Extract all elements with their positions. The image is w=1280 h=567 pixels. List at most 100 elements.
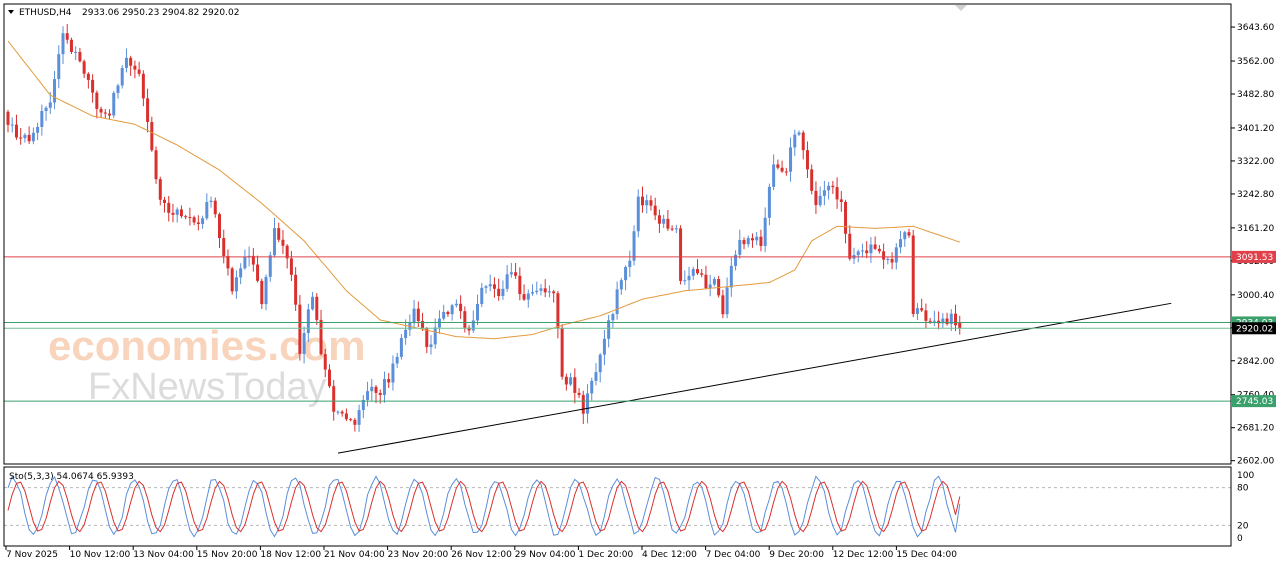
stochastic-tick-label: 80 — [1237, 484, 1249, 494]
candle — [695, 259, 699, 275]
candle — [40, 104, 44, 136]
svg-text:3091.53: 3091.53 — [1236, 253, 1273, 263]
candle — [213, 197, 217, 218]
candle — [332, 379, 336, 421]
candle — [784, 167, 788, 176]
candle — [742, 237, 746, 250]
candle — [734, 250, 738, 271]
candle — [264, 274, 268, 311]
candle — [704, 265, 708, 290]
candle — [882, 243, 886, 269]
candle — [810, 164, 814, 195]
candle — [340, 410, 344, 417]
candle — [399, 334, 403, 360]
candle — [239, 263, 243, 285]
candle — [915, 303, 919, 321]
candle — [920, 298, 924, 313]
candle — [657, 209, 661, 233]
candle — [518, 267, 522, 301]
candle — [805, 141, 809, 178]
candle — [827, 181, 831, 200]
price-tick-label: 3161.20 — [1237, 224, 1274, 234]
time-tick-label: 21 Nov 04:00 — [324, 550, 385, 560]
candle — [175, 207, 179, 223]
time-tick-label: 26 Nov 12:00 — [451, 550, 512, 560]
time-axis[interactable]: 7 Nov 2025 10 Nov 12:00 13 Nov 04:00 15 Nov… — [5, 546, 957, 560]
candle — [543, 279, 547, 298]
price-tick-label: 3643.60 — [1237, 23, 1274, 33]
candle — [61, 26, 65, 65]
time-tick-label: 9 Dec 20:00 — [769, 550, 824, 560]
candle — [82, 59, 86, 79]
stochastic-tick-label: 100 — [1237, 471, 1254, 481]
candle — [717, 275, 721, 298]
candle — [894, 243, 898, 270]
scroll-marker-icon[interactable] — [955, 5, 967, 11]
candle — [708, 274, 712, 297]
main-pane-frame — [3, 3, 1232, 465]
svg-text:2920.02: 2920.02 — [1236, 324, 1273, 334]
candle — [48, 92, 52, 114]
candle — [746, 235, 750, 248]
candle — [10, 117, 14, 133]
candle — [327, 364, 331, 389]
candle — [789, 137, 793, 182]
candle — [429, 335, 433, 355]
candle — [632, 225, 636, 266]
candle — [150, 116, 154, 152]
candle — [958, 315, 962, 335]
symbol-label[interactable]: ETHUSD,H4 — [19, 8, 72, 18]
candle — [344, 408, 348, 422]
candle — [818, 186, 822, 208]
candle — [315, 293, 319, 326]
candle — [683, 270, 687, 285]
candle — [53, 70, 57, 110]
candle — [361, 395, 365, 419]
time-tick-label: 18 Nov 12:00 — [260, 550, 321, 560]
candle — [509, 262, 513, 278]
candle — [488, 274, 492, 292]
candle — [725, 277, 729, 319]
candle — [218, 212, 221, 248]
candle — [425, 327, 429, 354]
candle — [31, 127, 35, 145]
price-tag: 2920.02 — [1232, 322, 1276, 335]
candle — [932, 310, 936, 327]
candle — [924, 303, 928, 329]
watermark: economies.com FxNewsToday — [48, 322, 365, 408]
symbol-menu-icon[interactable] — [8, 10, 14, 14]
candle — [949, 309, 953, 332]
price-axis[interactable]: 3643.60 3562.00 3482.80 3401.20 3322.00 3242.… — [1231, 23, 1276, 544]
candle — [74, 46, 78, 60]
price-tick-label: 3242.80 — [1237, 190, 1274, 200]
candle — [911, 229, 915, 318]
candle — [729, 257, 733, 297]
candle — [903, 230, 907, 247]
time-tick-label: 7 Dec 04:00 — [706, 550, 761, 560]
candle — [526, 289, 530, 308]
stochastic-main-line — [7, 475, 961, 538]
price-tick-label: 2842.00 — [1237, 357, 1274, 367]
candle — [281, 230, 285, 254]
candle — [759, 229, 763, 252]
candle — [124, 48, 128, 73]
price-tag: 3091.53 — [1232, 250, 1276, 263]
candle — [129, 55, 133, 76]
candle — [205, 193, 209, 221]
candle — [890, 252, 894, 270]
candle — [6, 109, 10, 133]
candle — [353, 417, 357, 432]
candle — [103, 108, 107, 119]
candle — [865, 241, 869, 259]
candle — [222, 229, 226, 264]
candle — [514, 262, 518, 279]
candle — [395, 352, 399, 368]
candle — [573, 368, 577, 404]
candle — [598, 353, 602, 383]
price-tick-label: 3322.00 — [1237, 157, 1274, 167]
candle — [146, 88, 150, 133]
ohlc-label: 2933.06 2950.23 2904.82 2920.02 — [82, 8, 239, 18]
candle — [547, 285, 551, 298]
candle — [112, 90, 116, 118]
candle — [941, 312, 945, 329]
